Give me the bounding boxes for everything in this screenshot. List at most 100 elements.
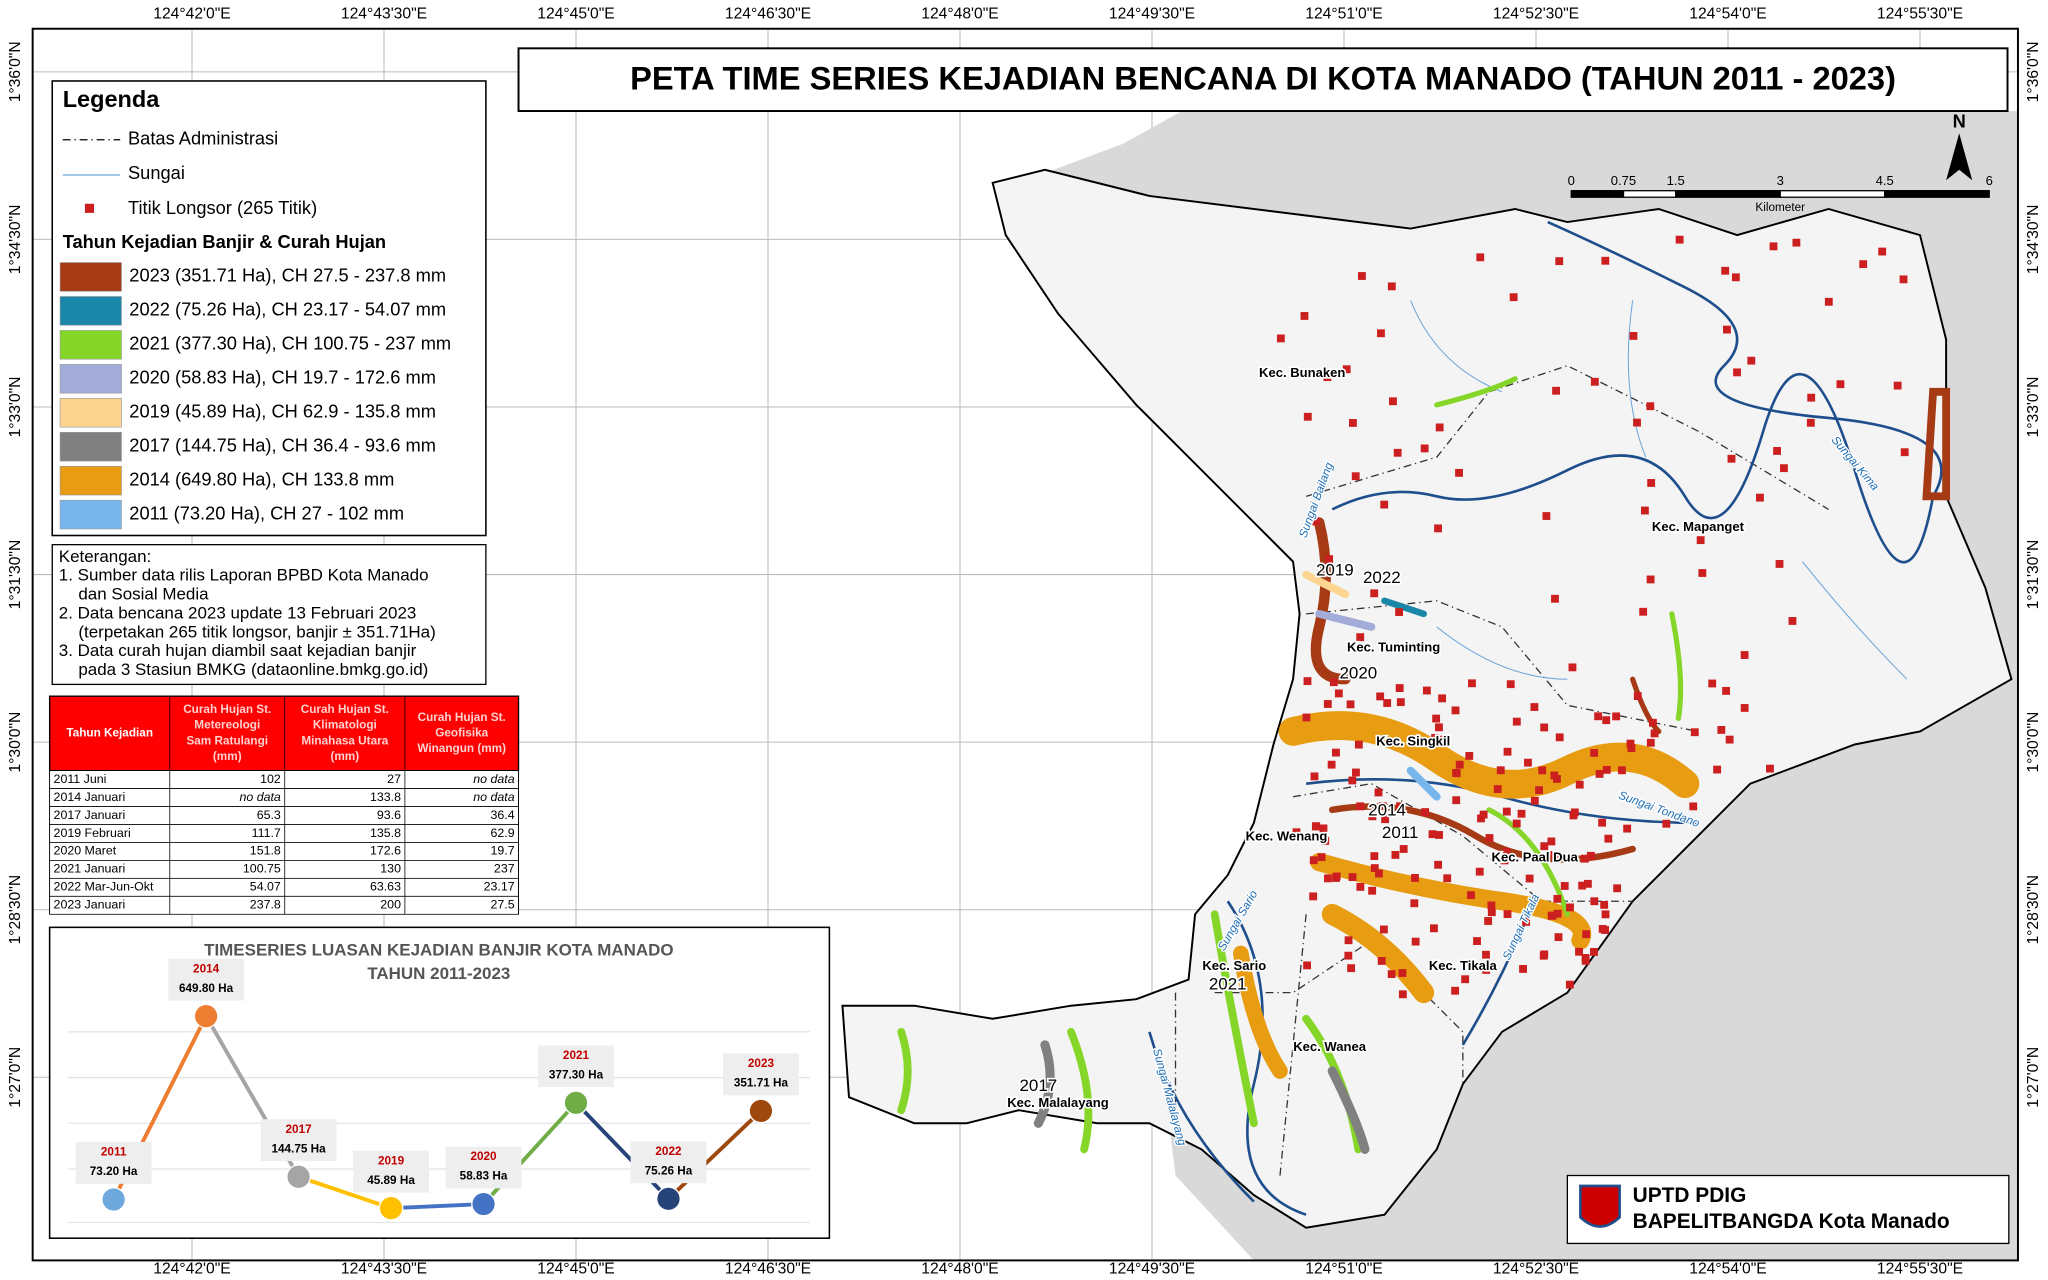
chart-label-bg: [723, 1053, 799, 1096]
landslide-point: [1600, 900, 1609, 909]
landslide-point: [1381, 815, 1390, 824]
landslide-point: [1461, 975, 1470, 984]
landslide-point: [1476, 253, 1485, 262]
legend-label: 2022 (75.26 Ha), CH 23.17 - 54.07 mm: [129, 299, 446, 320]
legend-swatch: [59, 364, 122, 394]
longitude-label: 124°55'30"E: [1877, 1261, 1963, 1278]
landslide-point: [1321, 836, 1330, 845]
landslide-point: [1377, 957, 1386, 965]
landslide-point: [1727, 454, 1736, 463]
landslide-point: [1327, 760, 1336, 769]
landslide-point: [1560, 882, 1569, 890]
landslide-point: [1690, 728, 1699, 737]
landslide-point: [1452, 796, 1461, 805]
landslide-point: [1723, 325, 1731, 334]
landslide-point: [1414, 738, 1423, 746]
landslide-point: [1590, 377, 1599, 386]
legend-label: Titik Longsor (265 Titik): [128, 197, 317, 218]
flood-2023: [1630, 676, 1662, 735]
table-cell: 102: [260, 772, 281, 786]
landslide-point: [1540, 723, 1549, 732]
table-cell: 23.17: [484, 880, 515, 894]
longitude-label: 124°43'30"E: [341, 1261, 427, 1278]
landslide-point: [1554, 933, 1563, 942]
landslide-point: [1509, 293, 1518, 302]
legend-label: 2011 (73.20 Ha), CH 27 - 102 mm: [129, 502, 404, 523]
chart-line-segment: [390, 1202, 484, 1211]
legend-swatch: [59, 431, 122, 462]
latitude-label: 1°28'30"N: [7, 875, 24, 945]
landslide-point: [1473, 937, 1481, 945]
landslide-point: [1346, 700, 1355, 709]
table-cell: 100.75: [243, 862, 281, 876]
scale-tick-label: 6: [1986, 173, 1993, 188]
table-cell: 27.5: [490, 898, 514, 912]
landslide-point: [1648, 718, 1657, 727]
table-row: [49, 770, 519, 789]
district-label: Kec. Wanea: [1293, 1039, 1366, 1054]
landslide-point: [1348, 776, 1357, 785]
landslide-point: [1747, 356, 1756, 365]
chart-category-label: 2017: [286, 1123, 313, 1136]
table-cell: 130: [380, 862, 401, 876]
year-label: 2022: [1363, 568, 1401, 587]
landslide-point: [1646, 402, 1655, 411]
landslide-point: [1479, 810, 1488, 819]
landslide-point: [1598, 818, 1607, 827]
latitude-label: 1°34'30"N: [2025, 205, 2042, 275]
landslide-point: [1633, 692, 1642, 700]
landslide-point: [1368, 886, 1377, 895]
landslide-point: [1420, 444, 1429, 453]
table-cell: 63.63: [370, 880, 401, 894]
landslide-point: [1356, 802, 1365, 811]
landslide-point: [1569, 811, 1578, 820]
landslide-point: [1451, 706, 1460, 715]
longitude-label: 124°46'30"E: [725, 6, 811, 23]
landslide-point: [1395, 608, 1403, 616]
scale-tick-label: 3: [1777, 173, 1784, 188]
landslide-point: [1393, 448, 1402, 457]
landslide-point: [1432, 714, 1441, 723]
landslide-point: [1493, 785, 1502, 794]
chart-category-label: 2019: [378, 1154, 405, 1167]
landslide-point: [1590, 897, 1599, 906]
landslide-point: [1354, 740, 1363, 749]
landslide-point: [1547, 837, 1556, 846]
landslide-point: [1590, 748, 1599, 757]
year-label: 2020: [1339, 663, 1377, 682]
landslide-point: [1502, 807, 1511, 816]
landslide-point: [1722, 686, 1731, 695]
flood-2022: [1381, 597, 1427, 618]
landslide-point: [1342, 365, 1351, 374]
landslide-point: [1575, 947, 1583, 956]
longitude-label: 124°43'30"E: [341, 6, 427, 23]
landslide-point: [1439, 735, 1448, 744]
landslide-point: [1524, 758, 1532, 767]
table-cell: 36.4: [490, 808, 514, 822]
landslide-point: [1351, 472, 1360, 481]
inset-chart: TIMESERIES LUASAN KEJADIAN BANJIR KOTA M…: [48, 926, 831, 1239]
streams: [1410, 300, 1908, 680]
landslide-point: [1542, 512, 1551, 520]
landslide-point: [1627, 744, 1636, 753]
landslide-point: [1356, 633, 1365, 642]
landslide-point: [1300, 312, 1309, 320]
landslide-point: [1503, 910, 1512, 918]
table-header-text: Curah Hujan St.: [183, 703, 271, 716]
chart-category-label: 2020: [470, 1150, 497, 1163]
table-header-text: Tahun Kejadian: [66, 726, 153, 739]
chart-category-label: 2011: [101, 1146, 127, 1159]
landslide-point: [1475, 867, 1484, 876]
landslide-point: [1612, 712, 1621, 721]
landslide-point: [1376, 692, 1385, 701]
boundary: [1292, 782, 1633, 902]
landslide-point: [1788, 617, 1797, 625]
landslide-point: [1396, 698, 1405, 707]
landslide-point: [1517, 809, 1526, 818]
scale-segment: [1622, 190, 1677, 198]
table-cell: 151.8: [250, 844, 281, 858]
landslide-point: [1378, 802, 1387, 811]
chart-point: [471, 1191, 496, 1217]
chart-point: [563, 1090, 589, 1116]
river: [1226, 900, 1307, 1216]
